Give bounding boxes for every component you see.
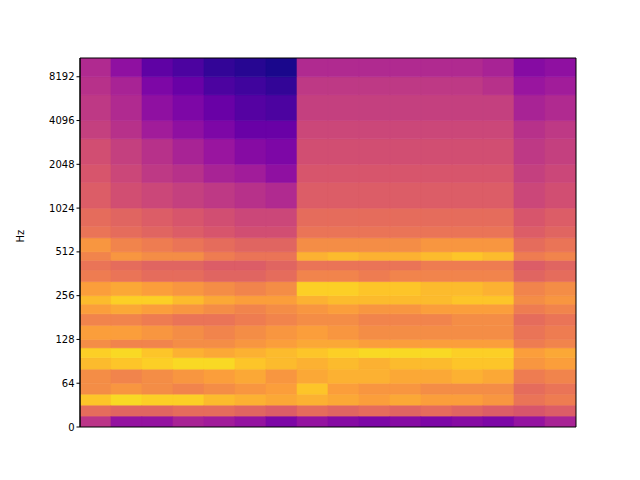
svg-text:256: 256 [55, 290, 74, 301]
svg-text:0: 0 [68, 422, 74, 433]
svg-text:128: 128 [55, 334, 74, 345]
svg-text:1024: 1024 [49, 203, 74, 214]
svg-text:8192: 8192 [49, 71, 74, 82]
svg-text:512: 512 [55, 246, 74, 257]
svg-text:Hz: Hz [15, 230, 26, 243]
svg-text:64: 64 [62, 378, 75, 389]
svg-text:4096: 4096 [49, 115, 74, 126]
svg-text:2048: 2048 [49, 159, 74, 170]
